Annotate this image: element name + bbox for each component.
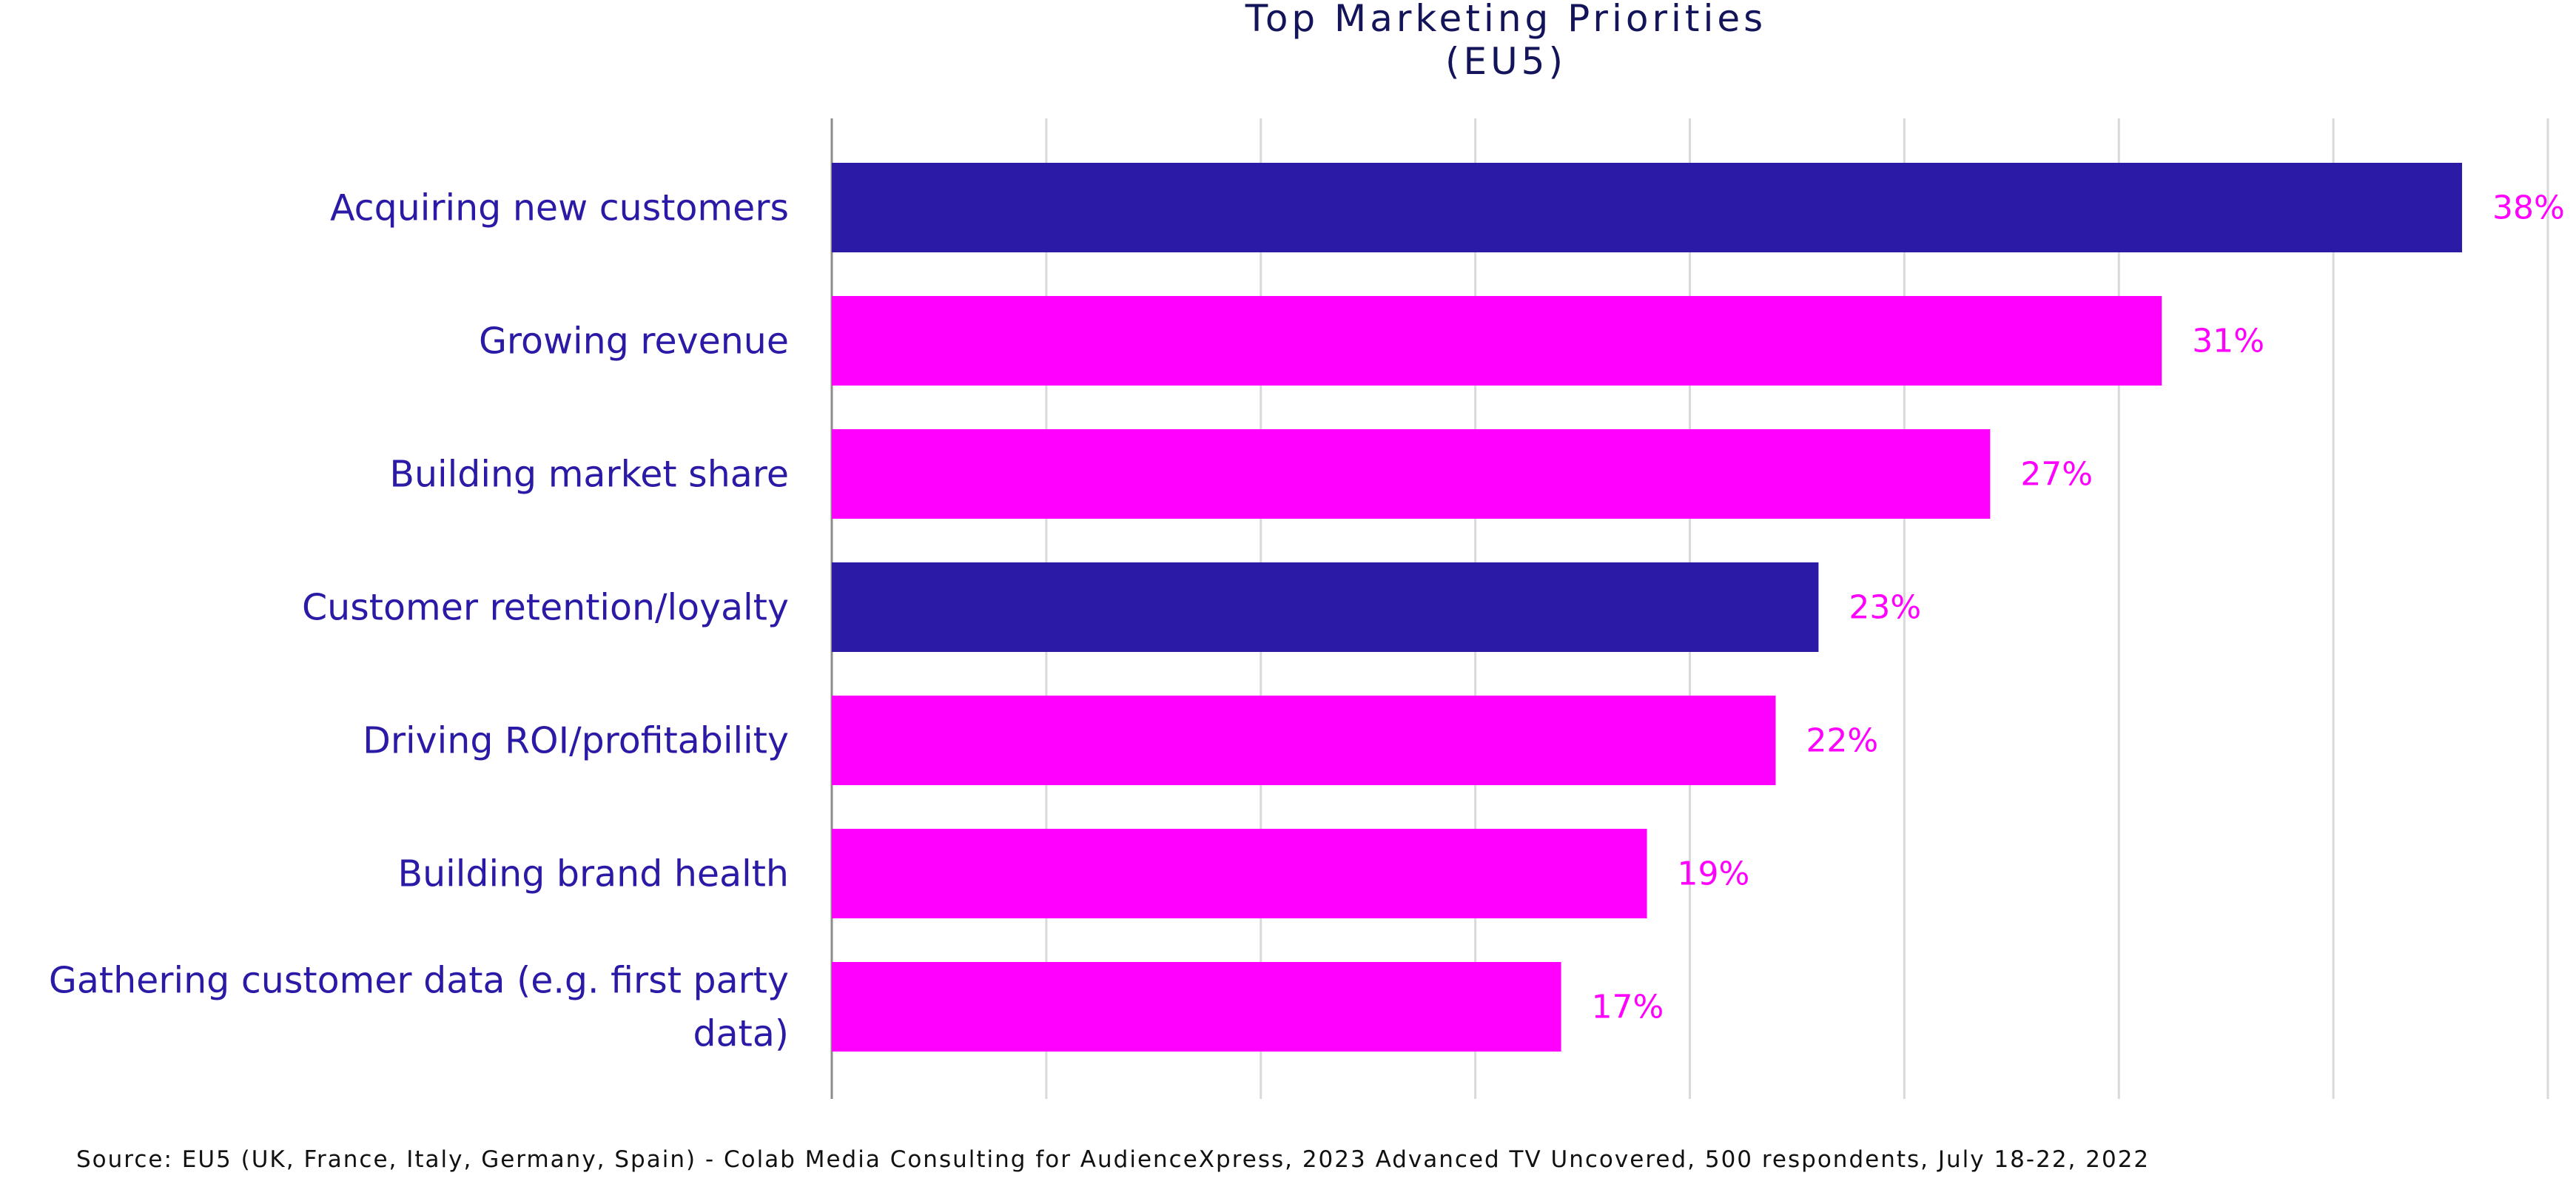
chart-title: Top Marketing Priorities	[1245, 0, 1766, 40]
bar	[832, 962, 1561, 1052]
bar	[832, 296, 2162, 386]
data-label: 31%	[2192, 323, 2264, 360]
source-note: Source: EU5 (UK, France, Italy, Germany,…	[76, 1146, 2150, 1173]
bar	[832, 429, 1991, 519]
category-label: Growing revenue	[479, 320, 789, 363]
data-label: 27%	[2020, 456, 2093, 494]
chart-subtitle: (EU5)	[1445, 40, 1567, 83]
data-label: 23%	[1849, 589, 1921, 627]
category-label: data)	[693, 1013, 790, 1055]
category-label: Building brand health	[398, 853, 789, 895]
category-label: Customer retention/loyalty	[302, 587, 789, 629]
category-label: Driving ROI/profitability	[363, 720, 789, 762]
bar	[832, 696, 1776, 785]
bar	[832, 829, 1647, 918]
data-label: 17%	[1592, 989, 1664, 1026]
data-label: 38%	[2492, 189, 2565, 227]
data-labels: 38% 31% 27% 23% 22% 19% 17%	[1592, 189, 2565, 1026]
category-labels: Acquiring new customers Growing revenue Bu…	[49, 187, 789, 1055]
category-label: Gathering customer data (e.g. first part…	[49, 960, 789, 1002]
bars	[832, 163, 2463, 1052]
bar	[832, 562, 1819, 652]
category-label: Building market share	[389, 454, 789, 496]
data-label: 22%	[1806, 722, 1878, 760]
category-label: Acquiring new customers	[330, 187, 789, 229]
data-label: 19%	[1678, 855, 1750, 893]
bar	[832, 163, 2463, 252]
